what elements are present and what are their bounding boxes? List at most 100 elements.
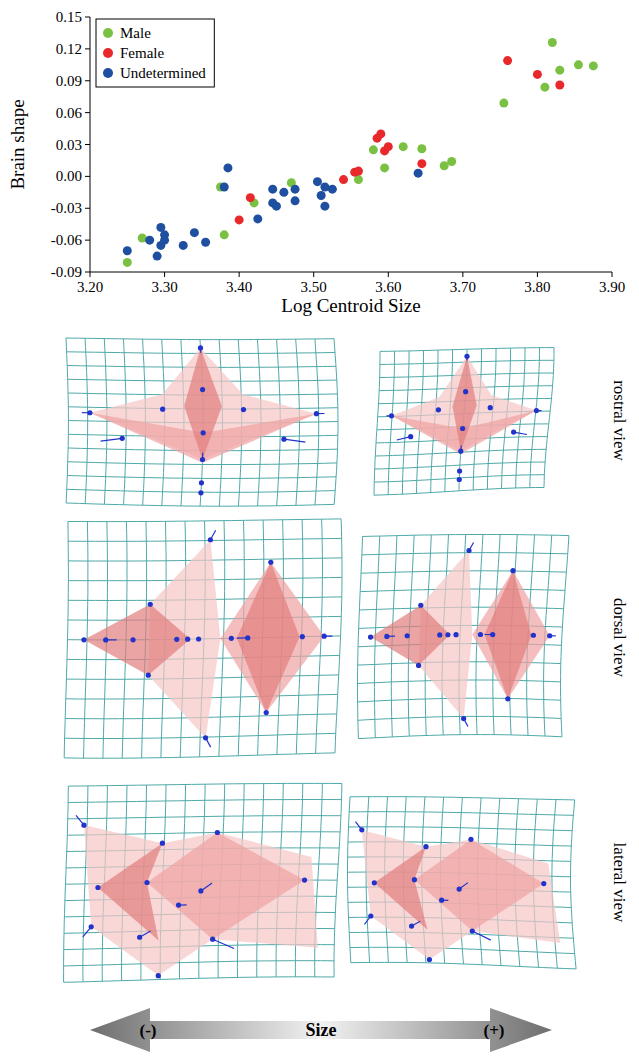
deformation-grid bbox=[348, 797, 577, 969]
y-tick bbox=[85, 272, 90, 273]
deformation-grid bbox=[358, 535, 569, 739]
y-tick-label: 0.09 bbox=[56, 73, 82, 89]
x-tick-label: 3.80 bbox=[524, 279, 550, 295]
landmark-vector bbox=[213, 939, 234, 948]
legend-label: Undetermined bbox=[120, 65, 206, 81]
landmark-shape bbox=[374, 847, 427, 930]
point bbox=[160, 236, 169, 245]
landmark bbox=[461, 716, 466, 721]
point bbox=[339, 175, 348, 184]
landmark bbox=[427, 957, 432, 962]
grid-line bbox=[334, 339, 338, 505]
x-tick bbox=[239, 272, 240, 277]
deformation-grid bbox=[66, 338, 338, 506]
landmark-shape bbox=[237, 562, 300, 712]
landmark bbox=[200, 387, 205, 392]
landmark bbox=[103, 637, 108, 642]
deformation-grid bbox=[64, 519, 342, 758]
landmark bbox=[412, 877, 417, 882]
x-tick bbox=[612, 272, 613, 277]
y-tick bbox=[85, 48, 90, 49]
landmark bbox=[196, 636, 201, 641]
x-tick bbox=[164, 272, 165, 277]
point bbox=[291, 185, 300, 194]
landmark-shape bbox=[184, 348, 222, 460]
grid-line bbox=[334, 784, 342, 978]
y-tick-label: -0.09 bbox=[51, 264, 82, 280]
x-tick bbox=[537, 272, 538, 277]
x-tick-label: 3.20 bbox=[77, 279, 103, 295]
y-tick bbox=[85, 176, 90, 177]
landmark bbox=[281, 437, 286, 442]
point bbox=[313, 177, 322, 186]
landmark-shape bbox=[392, 356, 537, 451]
point bbox=[548, 38, 557, 47]
landmark bbox=[384, 634, 389, 639]
landmark bbox=[89, 924, 94, 929]
x-tick-label: 3.50 bbox=[301, 279, 327, 295]
grid-line bbox=[66, 338, 68, 503]
point bbox=[380, 163, 389, 172]
grid-line bbox=[388, 351, 394, 495]
point bbox=[555, 81, 564, 90]
landmark bbox=[156, 973, 161, 978]
point bbox=[369, 145, 378, 154]
grid-line bbox=[530, 348, 540, 488]
point bbox=[179, 241, 188, 250]
landmark bbox=[541, 881, 546, 886]
x-tick bbox=[90, 272, 91, 277]
landmark bbox=[408, 434, 413, 439]
landmark-vector bbox=[472, 931, 491, 940]
landmark bbox=[176, 902, 181, 907]
point bbox=[533, 70, 542, 79]
y-tick-label: -0.06 bbox=[51, 232, 83, 248]
grid-line bbox=[358, 537, 363, 739]
landmark bbox=[146, 673, 151, 678]
landmark bbox=[457, 886, 462, 891]
landmark bbox=[160, 841, 165, 846]
point bbox=[320, 202, 329, 211]
landmark-shape bbox=[485, 571, 532, 699]
view-label: dorsal view bbox=[610, 598, 629, 678]
grid-line bbox=[104, 339, 107, 505]
landmark bbox=[458, 449, 463, 454]
deformation-grid bbox=[64, 783, 342, 982]
landmark bbox=[268, 560, 273, 565]
point bbox=[201, 238, 210, 247]
y-axis-title: Brain shape bbox=[7, 99, 28, 189]
landmark bbox=[416, 663, 421, 668]
landmark-shape bbox=[220, 562, 324, 712]
point bbox=[123, 246, 132, 255]
landmark bbox=[81, 637, 86, 642]
x-tick bbox=[388, 272, 389, 277]
landmark bbox=[198, 490, 203, 495]
landmark bbox=[203, 735, 208, 740]
legend-marker bbox=[103, 28, 113, 38]
landmark bbox=[534, 408, 539, 413]
landmark bbox=[229, 636, 234, 641]
landmark bbox=[160, 407, 165, 412]
landmark bbox=[264, 710, 269, 715]
point bbox=[291, 196, 300, 205]
landmark bbox=[468, 837, 473, 842]
size-minus: (-) bbox=[140, 1021, 157, 1040]
point bbox=[220, 183, 229, 192]
landmark-shape bbox=[362, 830, 561, 960]
x-tick-label: 3.30 bbox=[151, 279, 177, 295]
landmark-shape bbox=[147, 833, 305, 940]
landmark bbox=[547, 633, 552, 638]
landmark bbox=[445, 632, 450, 637]
size-plus: (+) bbox=[483, 1021, 504, 1040]
point bbox=[328, 185, 337, 194]
landmark-shape bbox=[472, 571, 549, 699]
landmark-vector bbox=[101, 438, 123, 441]
y-tick-label: 0.00 bbox=[56, 168, 82, 184]
point bbox=[246, 193, 255, 202]
view-label: lateral view bbox=[610, 843, 629, 923]
landmark bbox=[148, 602, 153, 607]
landmark-shape bbox=[371, 605, 450, 665]
landmark bbox=[322, 634, 327, 639]
point bbox=[220, 230, 229, 239]
y-tick bbox=[85, 144, 90, 145]
landmark bbox=[208, 537, 213, 542]
